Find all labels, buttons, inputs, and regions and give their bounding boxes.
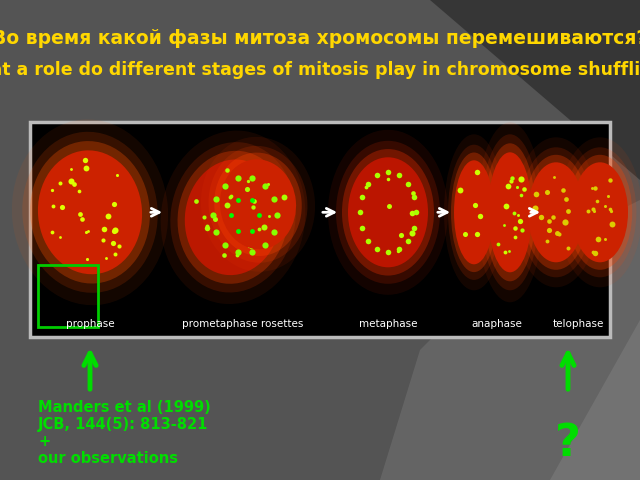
Ellipse shape <box>342 149 434 276</box>
Text: prometaphase rosettes: prometaphase rosettes <box>182 319 304 329</box>
Ellipse shape <box>12 120 168 305</box>
Ellipse shape <box>444 134 504 290</box>
Ellipse shape <box>451 153 497 272</box>
Text: prophase: prophase <box>66 319 115 329</box>
Ellipse shape <box>564 147 636 277</box>
Polygon shape <box>550 320 640 480</box>
Ellipse shape <box>161 131 305 304</box>
Ellipse shape <box>520 147 593 277</box>
Text: telophase: telophase <box>552 319 604 329</box>
Ellipse shape <box>448 144 500 280</box>
Polygon shape <box>380 200 640 480</box>
Ellipse shape <box>328 130 448 295</box>
Ellipse shape <box>209 146 307 263</box>
Ellipse shape <box>558 137 640 288</box>
Polygon shape <box>430 0 640 180</box>
Ellipse shape <box>488 152 532 272</box>
Ellipse shape <box>220 159 296 249</box>
Text: Manders et al (1999): Manders et al (1999) <box>38 400 211 415</box>
Ellipse shape <box>22 132 157 293</box>
Text: our observations: our observations <box>38 451 178 466</box>
Text: metaphase: metaphase <box>359 319 417 329</box>
Ellipse shape <box>514 137 598 288</box>
Ellipse shape <box>477 122 543 302</box>
Ellipse shape <box>572 162 628 262</box>
Ellipse shape <box>528 162 584 262</box>
Ellipse shape <box>201 137 315 272</box>
Ellipse shape <box>454 160 494 264</box>
Ellipse shape <box>568 155 632 270</box>
Bar <box>38 265 98 327</box>
Ellipse shape <box>348 157 428 267</box>
Text: What a role do different stages of mitosis play in chromosome shuffling ?: What a role do different stages of mitos… <box>0 61 640 79</box>
Text: +: + <box>38 434 50 449</box>
Text: Во время какой фазы митоза хромосомы перемешиваются?: Во время какой фазы митоза хромосомы пер… <box>0 28 640 48</box>
Text: ?: ? <box>555 422 581 465</box>
Ellipse shape <box>30 141 150 284</box>
Text: anaphase: anaphase <box>472 319 522 329</box>
Ellipse shape <box>336 141 440 284</box>
Ellipse shape <box>170 142 296 292</box>
Ellipse shape <box>524 155 588 270</box>
Ellipse shape <box>481 134 539 290</box>
Ellipse shape <box>214 153 302 256</box>
Ellipse shape <box>185 159 281 275</box>
Ellipse shape <box>38 150 142 274</box>
Ellipse shape <box>484 144 535 281</box>
Text: JCB, 144(5): 813-821: JCB, 144(5): 813-821 <box>38 417 209 432</box>
Ellipse shape <box>177 151 289 284</box>
Bar <box>30 122 610 337</box>
